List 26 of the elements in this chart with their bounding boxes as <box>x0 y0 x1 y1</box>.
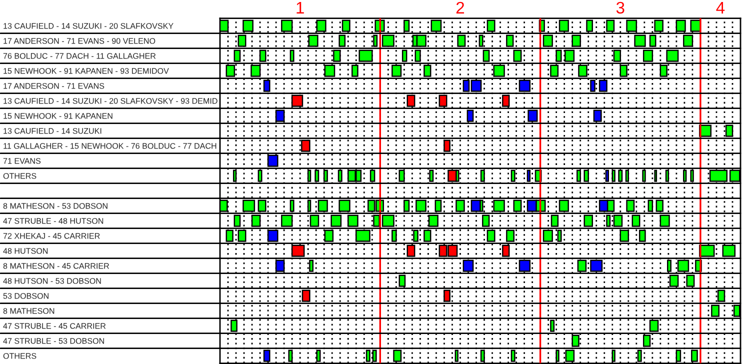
y-tick-label: 13 CAUFIELD - 14 SUZUKI <box>4 128 102 134</box>
y-tick-label: 8 MATHESON - 53 DOBSON <box>3 203 108 209</box>
y-tick-label: 72 XHEKAJ - 45 CARRIER <box>3 233 100 239</box>
y-tick-label: 47 STRUBLE - 53 DOBSON <box>3 338 104 344</box>
x-tick-label: 1 <box>296 2 304 14</box>
y-tick-label: OTHERS <box>3 173 36 179</box>
y-tick-label: 53 DOBSON <box>3 293 48 299</box>
y-tick-label: 47 STRUBLE - 45 CARRIER <box>3 323 106 329</box>
x-tick-label: 2 <box>456 2 464 14</box>
ref-line-label: 4 <box>716 2 725 14</box>
y-tick-label: 48 HUTSON <box>3 248 48 254</box>
y-tick-label: OTHERS <box>3 353 36 359</box>
y-tick-label: 76 BOLDUC - 77 DACH - 11 GALLAGHER <box>3 53 156 59</box>
y-tick-label: 47 STRUBLE - 48 HUTSON <box>3 218 104 224</box>
y-tick-label: 15 NEWHOOK - 91 KAPANEN <box>4 113 112 119</box>
y-tick-label: 17 ANDERSON - 71 EVANS - 90 VELENO <box>4 38 156 44</box>
x-tick-label: 3 <box>616 2 624 14</box>
y-tick-label: 11 GALLAGHER - 15 NEWHOOK - 76 BOLDUC - 77 DACH <box>4 143 216 149</box>
y-tick-label: 8 MATHESON - 45 CARRIER <box>3 263 110 269</box>
y-tick-label: 8 MATHESON <box>3 308 54 314</box>
y-tick-label: 71 EVANS <box>3 158 41 164</box>
y-tick-label: 17 ANDERSON - 71 EVANS <box>4 83 104 89</box>
y-tick-label: 13 CAUFIELD - 14 SUZUKI - 20 SLAFKOVSKY <box>4 23 174 29</box>
y-tick-label: 15 NEWHOOK - 91 KAPANEN - 93 DEMIDOV <box>4 68 169 74</box>
y-tick-label: 48 HUTSON - 53 DOBSON <box>3 278 101 284</box>
y-tick-label: 13 CAUFIELD - 14 SUZUKI - 20 SLAFKOVSKY - 93 DEMID <box>4 98 218 104</box>
